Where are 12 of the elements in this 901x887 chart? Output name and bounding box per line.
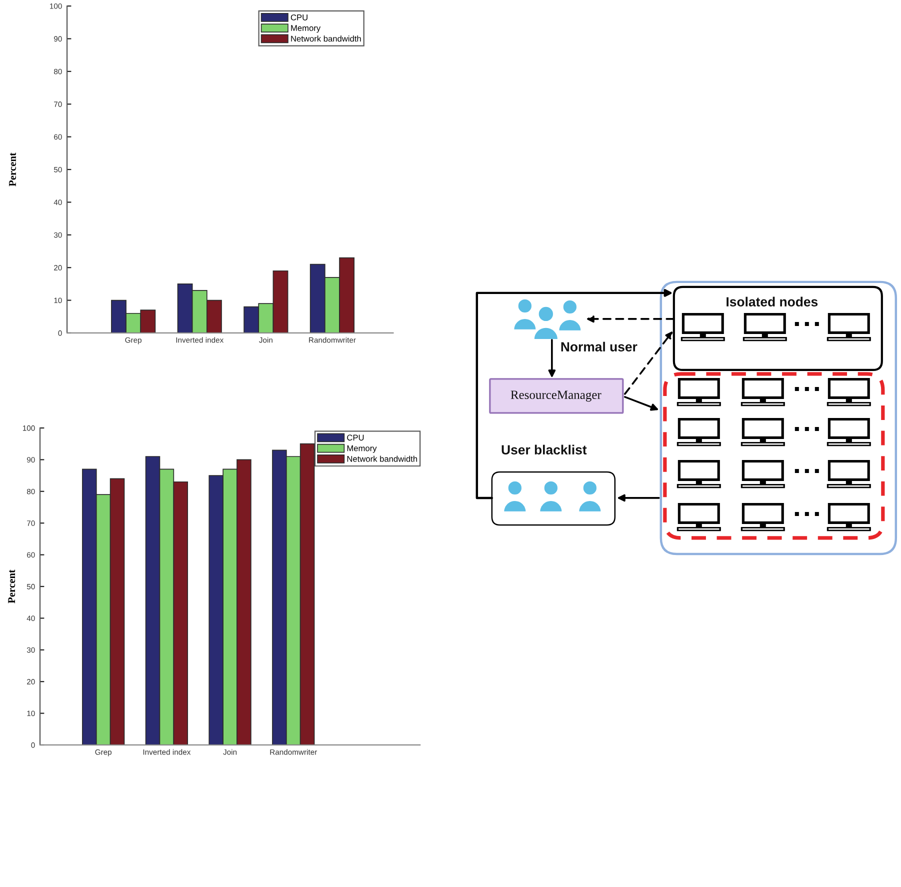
text: Normal user — [561, 342, 638, 352]
text: User blacklist — [502, 444, 587, 454]
text: ResourceManager — [510, 390, 602, 402]
legend-label: Network bandwidth — [347, 456, 418, 462]
legend-label: Memory — [291, 25, 321, 33]
legend-label: Memory — [347, 445, 377, 453]
y-axis-title: Percent — [9, 152, 16, 186]
text: Isolated nodes — [726, 296, 818, 306]
legend-label: CPU — [347, 434, 364, 441]
y-axis-title: Percent — [8, 570, 16, 604]
legend-label: CPU — [290, 14, 308, 20]
legend-label: Network bandwidth — [291, 36, 361, 42]
